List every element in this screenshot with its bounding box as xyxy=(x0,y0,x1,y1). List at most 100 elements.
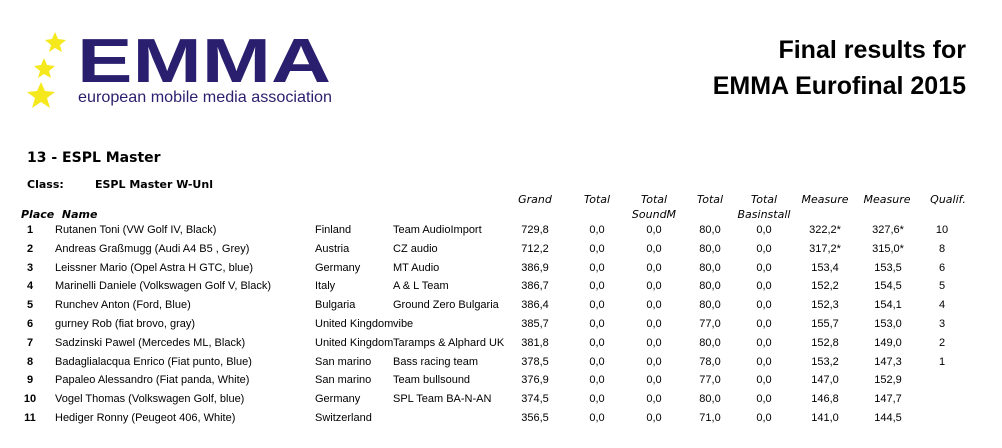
country-cell: United Kingdom xyxy=(315,318,394,330)
team-cell: Bass racing team xyxy=(393,355,478,368)
name-cell: Papaleo Alessandro (Fiat panda, White) xyxy=(55,374,250,387)
measure-1-cell: 152,2 xyxy=(811,280,839,293)
header-measure-2: Measure xyxy=(863,193,911,206)
team-cell: CZ audio xyxy=(393,242,438,255)
grand-total-cell: 385,7 xyxy=(521,318,549,330)
team-cell: A & L Team xyxy=(393,280,449,293)
name-cell: Badaglialacqua Enrico (Fiat punto, Blue) xyxy=(55,355,252,368)
total-cell-3: 80,0 xyxy=(699,280,721,293)
team-cell: SPL Team BA-N-AN xyxy=(393,393,492,406)
total-cell: 0,0 xyxy=(589,318,605,330)
total-basinstall-cell: 0,0 xyxy=(756,242,772,255)
table-row: 10 Vogel Thomas (Volkswagen Golf, blue) Ge… xyxy=(0,393,1002,412)
grand-total-cell: 376,9 xyxy=(521,374,549,387)
table-row: 9 Papaleo Alessandro (Fiat panda, White) S… xyxy=(0,374,1002,393)
total-soundm-cell: 0,0 xyxy=(646,412,662,424)
total-soundm-cell: 0,0 xyxy=(646,355,662,368)
total-basinstall-cell: 0,0 xyxy=(756,318,772,330)
country-cell: Bulgaria xyxy=(315,299,356,312)
measure-1-cell: 141,0 xyxy=(811,412,839,424)
total-soundm-cell: 0,0 xyxy=(646,280,662,293)
qualif-cell: 3 xyxy=(938,318,946,330)
grand-total-cell: 712,2 xyxy=(521,242,549,255)
measure-2-cell: 147,3 xyxy=(874,355,902,368)
svg-text:european mobile media associat: european mobile media association xyxy=(78,89,332,106)
table-row: 5 Runchev Anton (Ford, Blue) Bulgaria Groun… xyxy=(0,299,1002,318)
total-cell: 0,0 xyxy=(589,299,605,312)
measure-2-cell: 327,6* xyxy=(872,224,904,236)
table-row: 8 Badaglialacqua Enrico (Fiat punto, Blue… xyxy=(0,356,1002,375)
total-basinstall-cell: 0,0 xyxy=(756,280,772,293)
total-basinstall-cell: 0,0 xyxy=(756,374,772,387)
header-total: Total xyxy=(583,193,611,206)
measure-1-cell: 152,8 xyxy=(811,336,839,349)
place-cell: 6 xyxy=(26,318,34,330)
grand-total-cell: 386,9 xyxy=(521,261,549,274)
name-cell: gurney Rob (fiat brovo, gray) xyxy=(55,318,196,330)
grand-total-cell: 381,8 xyxy=(521,336,549,349)
qualif-cell: 1 xyxy=(938,355,946,368)
measure-1-cell: 317,2* xyxy=(809,242,841,255)
total-cell-3: 80,0 xyxy=(699,393,721,406)
measure-1-cell: 152,3 xyxy=(811,299,839,312)
name-cell: Rutanen Toni (VW Golf IV, Black) xyxy=(55,224,217,236)
grand-total-cell: 378,5 xyxy=(521,355,549,368)
country-cell: United Kingdom xyxy=(315,336,394,349)
name-cell: Vogel Thomas (Volkswagen Golf, blue) xyxy=(55,393,245,406)
class-label: Class: xyxy=(27,178,64,191)
total-cell-3: 80,0 xyxy=(699,336,721,349)
table-row: 3 Leissner Mario (Opel Astra H GTC, blue)… xyxy=(0,262,1002,281)
total-soundm-cell: 0,0 xyxy=(646,336,662,349)
name-cell: Hediger Ronny (Peugeot 406, White) xyxy=(55,412,236,424)
place-cell: 11 xyxy=(24,412,36,424)
measure-1-cell: 155,7 xyxy=(811,318,839,330)
total-basinstall-cell: 0,0 xyxy=(756,412,772,424)
measure-1-cell: 153,2 xyxy=(811,355,839,368)
total-basinstall-cell: 0,0 xyxy=(756,393,772,406)
measure-2-cell: 315,0* xyxy=(872,242,904,255)
total-cell: 0,0 xyxy=(589,224,605,236)
total-soundm-cell: 0,0 xyxy=(646,242,662,255)
svg-text:EMMA: EMMA xyxy=(77,27,331,96)
place-cell: 1 xyxy=(26,224,34,236)
measure-2-cell: 154,5 xyxy=(874,280,902,293)
name-cell: Marinelli Daniele (Volkswagen Golf V, Bl… xyxy=(55,280,272,293)
report-title-line1: Final results for xyxy=(778,36,966,64)
country-cell: San marino xyxy=(315,374,372,387)
country-cell: Italy xyxy=(315,280,336,293)
measure-2-cell: 154,1 xyxy=(874,299,902,312)
qualif-cell: 2 xyxy=(938,336,946,349)
total-cell: 0,0 xyxy=(589,261,605,274)
total-soundm-cell: 0,0 xyxy=(646,224,662,236)
header-place-name: Place Name xyxy=(21,208,98,221)
total-cell: 0,0 xyxy=(589,374,605,387)
place-cell: 7 xyxy=(26,336,34,349)
measure-2-cell: 144,5 xyxy=(874,412,902,424)
measure-1-cell: 147,0 xyxy=(811,374,839,387)
header-line: SoundM xyxy=(631,208,677,221)
country-cell: San marino xyxy=(315,355,372,368)
header-line: Total xyxy=(640,193,668,206)
measure-2-cell: 153,0 xyxy=(874,318,902,330)
name-cell: Leissner Mario (Opel Astra H GTC, blue) xyxy=(55,261,254,274)
place-cell: 2 xyxy=(26,242,34,255)
measure-2-cell: 153,5 xyxy=(874,261,902,274)
total-cell-3: 80,0 xyxy=(699,242,721,255)
total-cell: 0,0 xyxy=(589,393,605,406)
place-cell: 5 xyxy=(26,299,34,312)
class-value: ESPL Master W-Unl xyxy=(95,178,213,191)
name-cell: Sadzinski Pawel (Mercedes ML, Black) xyxy=(55,336,246,349)
measure-2-cell: 152,9 xyxy=(874,374,902,387)
table-row: 1 Rutanen Toni (VW Golf IV, Black) Finland… xyxy=(0,224,1002,243)
total-cell: 0,0 xyxy=(589,412,605,424)
total-cell: 0,0 xyxy=(589,336,605,349)
total-cell-3: 80,0 xyxy=(699,299,721,312)
table-row: 2 Andreas Graßmugg (Audi A4 B5 , Grey) Aus… xyxy=(0,243,1002,262)
measure-1-cell: 146,8 xyxy=(811,393,839,406)
measure-2-cell: 149,0 xyxy=(874,336,902,349)
place-cell: 4 xyxy=(26,280,34,293)
event-heading: 13 - ESPL Master xyxy=(27,150,161,166)
place-cell: 3 xyxy=(26,261,34,274)
grand-total-cell: 386,7 xyxy=(521,280,549,293)
team-cell: Taramps & Alphard UK xyxy=(393,336,505,349)
